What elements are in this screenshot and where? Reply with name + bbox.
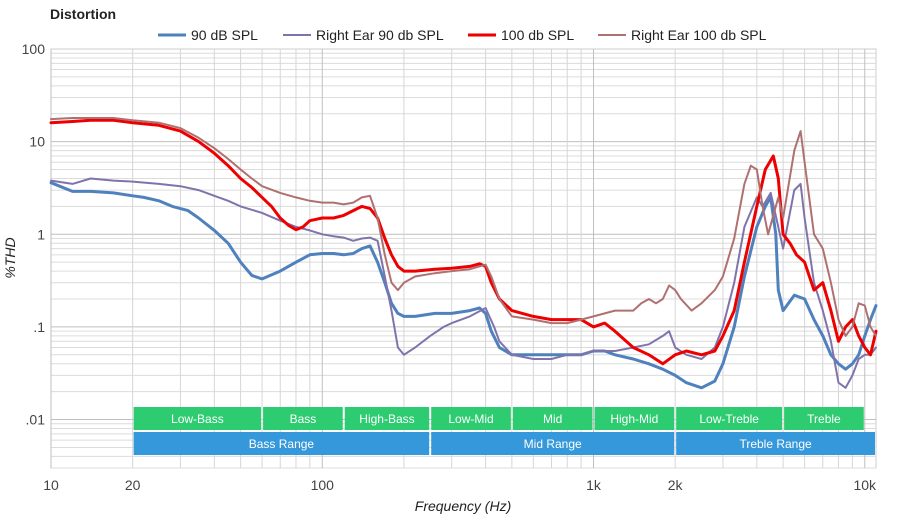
band-label: Low-Bass [171, 412, 224, 426]
band-treble-range [676, 432, 875, 455]
x-tick-label: 10k [853, 477, 877, 493]
grid [50, 48, 877, 469]
series-line-2 [50, 177, 877, 389]
band-mid-range [431, 432, 675, 455]
y-tick-label: 1 [37, 226, 45, 242]
band-bass-range [133, 432, 430, 455]
band-bass [263, 407, 343, 430]
band-label: Bass Range [249, 437, 315, 451]
y-tick-label: 100 [22, 41, 46, 57]
y-axis-label: %THD [2, 237, 18, 278]
x-tick-label: 2k [668, 477, 684, 493]
band-label: Treble [807, 412, 841, 426]
series-line-3 [49, 118, 878, 366]
x-tick-labels: 10 20 100 1k 2k 10k [43, 477, 877, 493]
series-lines [49, 117, 878, 390]
y-tick-label: .01 [26, 412, 46, 428]
band-low-mid [431, 407, 511, 430]
series-line-4 [50, 117, 877, 337]
band-label: Mid [543, 412, 562, 426]
band-treble [784, 407, 864, 430]
band-low-bass [133, 407, 262, 430]
x-axis-label: Frequency (Hz) [415, 498, 511, 514]
band-label: Low-Treble [699, 412, 759, 426]
y-tick-labels: 100 10 1 .1 .01 [22, 41, 46, 428]
band-high-bass [344, 407, 430, 430]
x-tick-label: 100 [311, 477, 335, 493]
band-low-treble [676, 407, 783, 430]
band-label: Mid Range [524, 437, 582, 451]
series-line-1 [49, 181, 878, 390]
band-label: High-Mid [610, 412, 658, 426]
legend-label: Right Ear 100 db SPL [631, 27, 767, 43]
band-label: High-Bass [359, 412, 414, 426]
frequency-bands: Low-Bass Bass High-Bass Low-Mid Mid High-Mid L… [133, 407, 875, 455]
band-label: Low-Mid [448, 412, 493, 426]
x-tick-label: 10 [43, 477, 59, 493]
band-mid [512, 407, 593, 430]
band-label: Bass [290, 412, 317, 426]
plot-frame [50, 48, 877, 469]
band-high-mid [594, 407, 675, 430]
legend-label: 100 db SPL [501, 27, 574, 43]
y-tick-label: 10 [29, 134, 45, 150]
legend: 90 dB SPL Right Ear 90 db SPL 100 db SPL Ri… [158, 27, 767, 43]
x-tick-label: 20 [125, 477, 141, 493]
x-tick-label: 1k [586, 477, 602, 493]
legend-label: 90 dB SPL [191, 27, 258, 43]
y-tick-label: .1 [33, 319, 45, 335]
legend-label: Right Ear 90 db SPL [316, 27, 444, 43]
chart-title: Distortion [50, 6, 116, 22]
band-label: Treble Range [739, 437, 812, 451]
